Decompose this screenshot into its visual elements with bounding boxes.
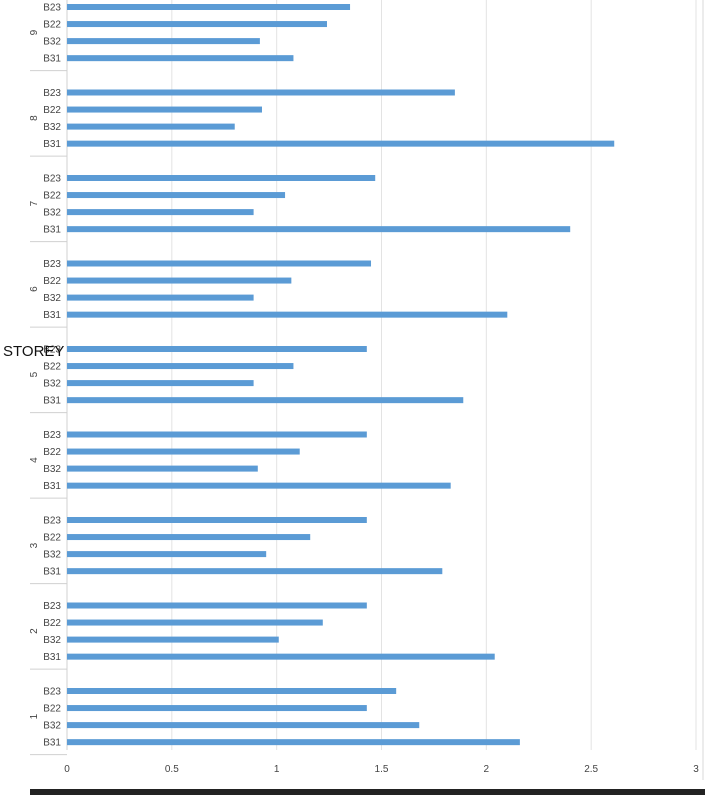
bar bbox=[67, 294, 254, 301]
category-label: B31 bbox=[43, 652, 61, 663]
category-label: B31 bbox=[43, 139, 61, 150]
bar bbox=[67, 397, 464, 404]
bar bbox=[67, 311, 508, 318]
category-label: B22 bbox=[43, 105, 61, 116]
bar bbox=[67, 89, 455, 96]
bar bbox=[67, 688, 397, 694]
category-label: B23 bbox=[43, 88, 61, 99]
group-label: 6 bbox=[29, 286, 40, 292]
category-label: B22 bbox=[43, 447, 61, 458]
bar bbox=[67, 346, 367, 352]
category-label: B23 bbox=[43, 430, 61, 441]
axes bbox=[30, 0, 704, 780]
bar bbox=[67, 431, 367, 438]
category-label: B22 bbox=[43, 20, 61, 31]
category-label: B22 bbox=[43, 704, 61, 715]
group-label: 7 bbox=[29, 200, 40, 206]
category-label: B22 bbox=[43, 191, 61, 202]
bar bbox=[67, 192, 286, 199]
bar bbox=[67, 602, 367, 609]
x-tick-label: 0 bbox=[64, 764, 70, 775]
category-label: B32 bbox=[43, 122, 61, 133]
bar bbox=[67, 739, 520, 746]
category-label: B31 bbox=[43, 396, 61, 407]
category-label: B32 bbox=[43, 721, 61, 732]
bar bbox=[67, 534, 311, 541]
category-label: B22 bbox=[43, 362, 61, 373]
group-label: 8 bbox=[29, 115, 40, 121]
category-label: B23 bbox=[43, 687, 61, 698]
category-label: B32 bbox=[43, 293, 61, 304]
bar bbox=[67, 106, 262, 113]
labels: 0 0.5 1 1.5 2 2.5 3B23B22B32B319B23B22B32B318B… bbox=[29, 3, 699, 776]
bar bbox=[67, 568, 443, 575]
bar bbox=[67, 636, 279, 643]
category-label: B31 bbox=[43, 481, 61, 492]
category-label: B32 bbox=[43, 635, 61, 646]
category-label: B31 bbox=[43, 54, 61, 65]
group-label: 9 bbox=[29, 29, 40, 35]
bar bbox=[67, 380, 254, 387]
category-label: B23 bbox=[43, 601, 61, 612]
horizontal-scrollbar[interactable] bbox=[30, 789, 705, 795]
x-tick-label: 3 bbox=[693, 764, 699, 775]
group-label: 1 bbox=[29, 713, 40, 719]
bar bbox=[67, 551, 267, 558]
group-label: 3 bbox=[29, 542, 40, 548]
bar bbox=[67, 226, 571, 233]
category-label: B22 bbox=[43, 533, 61, 544]
category-label: B32 bbox=[43, 379, 61, 390]
category-label: B32 bbox=[43, 208, 61, 219]
category-label: B23 bbox=[43, 516, 61, 527]
category-label: B22 bbox=[43, 618, 61, 629]
category-label: B31 bbox=[43, 738, 61, 749]
bar bbox=[67, 123, 235, 130]
y-axis-title: STOREY bbox=[3, 343, 64, 360]
category-label: B23 bbox=[43, 259, 61, 270]
bar bbox=[67, 619, 323, 626]
bar bbox=[67, 517, 367, 523]
bar bbox=[67, 363, 294, 370]
bar bbox=[67, 55, 294, 62]
category-label: B23 bbox=[43, 3, 61, 14]
bar bbox=[67, 38, 260, 45]
bars bbox=[67, 4, 615, 746]
bar bbox=[67, 175, 376, 181]
bar bbox=[67, 482, 451, 489]
group-label: 2 bbox=[29, 628, 40, 634]
bar bbox=[67, 722, 420, 729]
bar bbox=[67, 4, 351, 10]
x-tick-label: 0.5 bbox=[165, 764, 179, 775]
group-label: 4 bbox=[29, 457, 40, 463]
category-label: B22 bbox=[43, 276, 61, 287]
category-label: B32 bbox=[43, 550, 61, 561]
bar bbox=[67, 277, 292, 284]
category-label: B31 bbox=[43, 310, 61, 321]
x-tick-label: 2 bbox=[484, 764, 490, 775]
category-label: B31 bbox=[43, 225, 61, 236]
x-tick-label: 1 bbox=[274, 764, 280, 775]
category-label: B31 bbox=[43, 567, 61, 578]
bar bbox=[67, 705, 367, 712]
group-label: 5 bbox=[29, 371, 40, 377]
category-label: B32 bbox=[43, 37, 61, 48]
bar bbox=[67, 209, 254, 216]
bar bbox=[67, 448, 300, 455]
bar bbox=[67, 260, 372, 267]
category-label: B23 bbox=[43, 345, 61, 356]
x-tick-label: 1.5 bbox=[375, 764, 389, 775]
bar bbox=[67, 140, 615, 147]
bar bbox=[67, 21, 327, 28]
category-label: B32 bbox=[43, 464, 61, 475]
bar bbox=[67, 465, 258, 472]
bar bbox=[67, 653, 495, 660]
x-tick-label: 2.5 bbox=[584, 764, 598, 775]
category-label: B23 bbox=[43, 174, 61, 185]
